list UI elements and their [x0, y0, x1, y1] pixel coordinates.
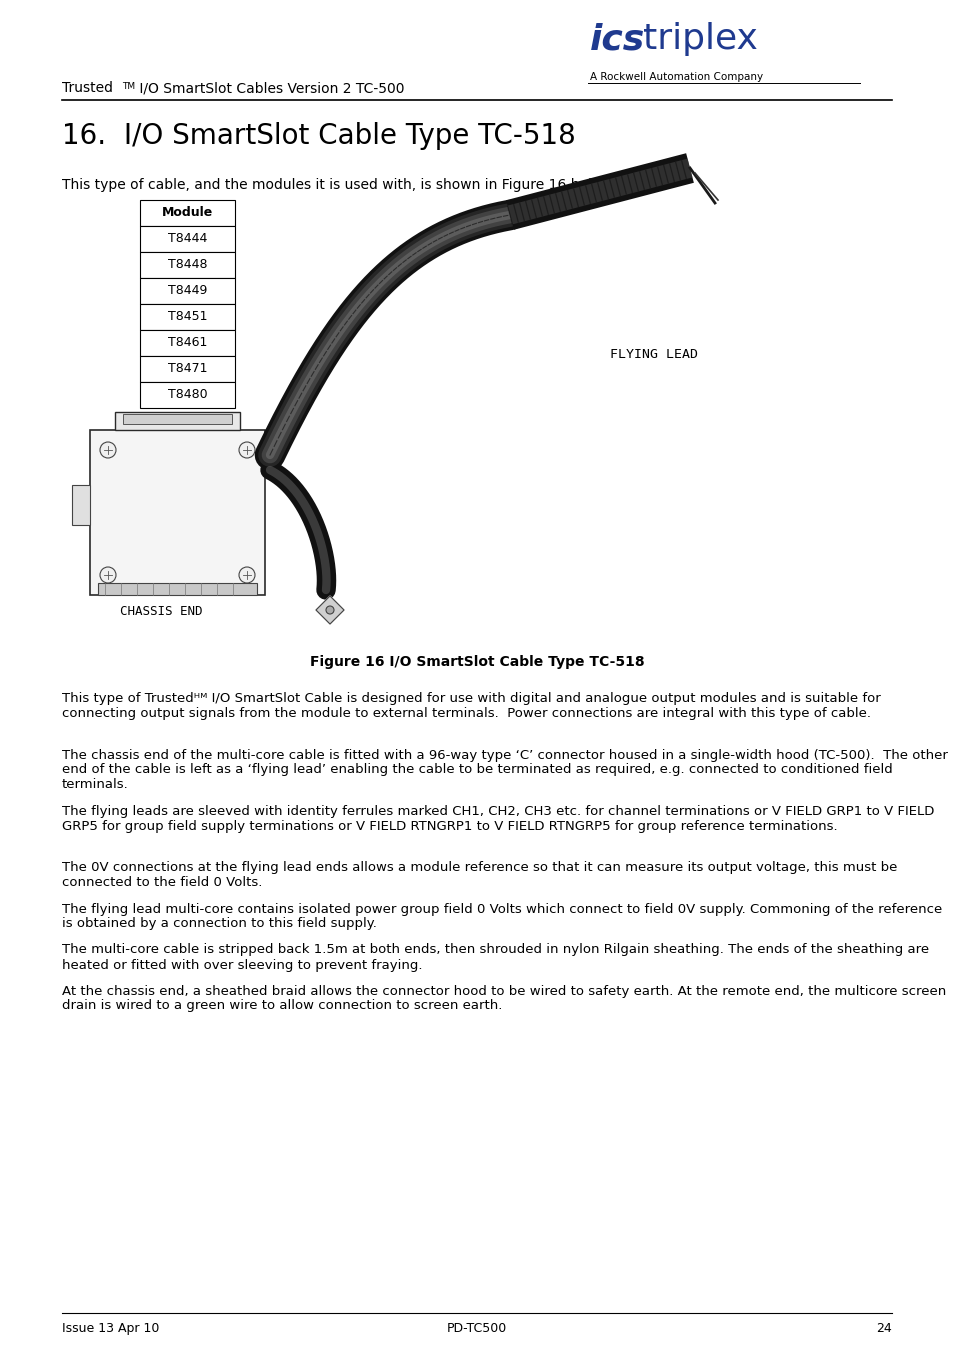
Text: The flying lead multi-core contains isolated power group field 0 Volts which con: The flying lead multi-core contains isol… [62, 902, 942, 931]
Bar [140, 382, 234, 408]
Text: T8461: T8461 [168, 336, 207, 350]
Bar [140, 357, 234, 382]
Bar [115, 412, 240, 430]
Text: T8449: T8449 [168, 285, 207, 297]
Text: I/O SmartSlot Cables Version 2 TC-500: I/O SmartSlot Cables Version 2 TC-500 [135, 81, 404, 95]
Text: This type of cable, and the modules it is used with, is shown in Figure 16 below: This type of cable, and the modules it i… [62, 178, 615, 192]
Bar [140, 304, 234, 330]
Text: The chassis end of the multi-core cable is fitted with a 96-way type ‘C’ connect: The chassis end of the multi-core cable … [62, 748, 947, 792]
Text: Module: Module [162, 207, 213, 219]
Text: FLYING LEAD: FLYING LEAD [609, 349, 698, 361]
Bar [90, 430, 265, 594]
Text: CHASSIS END: CHASSIS END [120, 605, 202, 617]
Text: T8480: T8480 [168, 389, 207, 401]
Text: TM: TM [122, 82, 135, 91]
Text: The flying leads are sleeved with identity ferrules marked CH1, CH2, CH3 etc. fo: The flying leads are sleeved with identi… [62, 805, 933, 834]
Text: At the chassis end, a sheathed braid allows the connector hood to be wired to sa: At the chassis end, a sheathed braid all… [62, 985, 945, 1012]
Text: T8448: T8448 [168, 258, 207, 272]
Text: triplex: triplex [642, 22, 757, 55]
Text: The multi-core cable is stripped back 1.5m at both ends, then shrouded in nylon : The multi-core cable is stripped back 1.… [62, 943, 928, 971]
Text: T8451: T8451 [168, 311, 207, 323]
Text: 16.  I/O SmartSlot Cable Type TC-518: 16. I/O SmartSlot Cable Type TC-518 [62, 122, 576, 150]
Bar [140, 200, 234, 226]
Text: ics: ics [589, 22, 644, 55]
Text: T8444: T8444 [168, 232, 207, 246]
Circle shape [100, 442, 116, 458]
Circle shape [100, 567, 116, 584]
Text: 24: 24 [876, 1323, 891, 1335]
Bar [140, 330, 234, 357]
Bar [71, 485, 90, 526]
Text: T8471: T8471 [168, 362, 207, 376]
Bar [98, 584, 256, 594]
Text: Issue 13 Apr 10: Issue 13 Apr 10 [62, 1323, 159, 1335]
Circle shape [239, 567, 254, 584]
Circle shape [239, 442, 254, 458]
Bar [140, 226, 234, 253]
Text: PD-TC500: PD-TC500 [446, 1323, 507, 1335]
Polygon shape [315, 596, 344, 624]
Bar [140, 253, 234, 278]
Bar [140, 278, 234, 304]
Circle shape [326, 607, 334, 613]
Text: Trusted: Trusted [62, 81, 112, 95]
Bar [123, 413, 232, 424]
Text: Figure 16 I/O SmartSlot Cable Type TC-518: Figure 16 I/O SmartSlot Cable Type TC-51… [310, 655, 643, 669]
Text: This type of Trustedᴴᴹ I/O SmartSlot Cable is designed for use with digital and : This type of Trustedᴴᴹ I/O SmartSlot Cab… [62, 692, 880, 720]
Text: The 0V connections at the flying lead ends allows a module reference so that it : The 0V connections at the flying lead en… [62, 862, 897, 889]
Text: A Rockwell Automation Company: A Rockwell Automation Company [589, 72, 762, 82]
